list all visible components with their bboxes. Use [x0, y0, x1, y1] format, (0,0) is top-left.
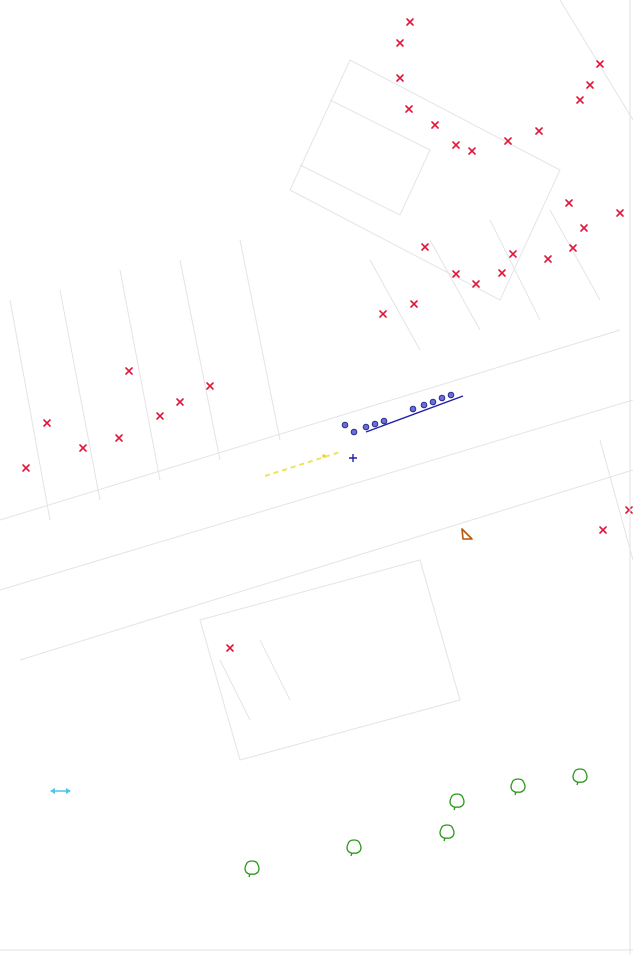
tree-symbol-icon — [346, 839, 362, 857]
linework-row-left — [9, 239, 281, 521]
blue-circle-marker-icon — [438, 394, 446, 402]
x-marker-icon — [576, 96, 584, 104]
linework-building-upper-inner — [299, 99, 431, 216]
x-marker-icon — [544, 255, 552, 263]
x-marker-icon — [125, 367, 133, 375]
red-cross-markers — [22, 18, 633, 652]
x-marker-icon — [396, 39, 404, 47]
tree-symbol-icon — [449, 793, 465, 811]
x-marker-icon — [535, 127, 543, 135]
blue-circle-marker-icon — [371, 420, 379, 428]
yellow-dashed-line — [264, 451, 341, 477]
x-marker-icon — [431, 121, 439, 129]
x-marker-icon — [569, 244, 577, 252]
background-linework — [0, 0, 633, 761]
x-marker-icon — [421, 243, 429, 251]
double-arrow-icon — [50, 788, 71, 794]
x-marker-icon — [226, 644, 234, 652]
x-marker-icon — [156, 412, 164, 420]
blue-line — [365, 395, 464, 433]
x-marker-icon — [452, 141, 460, 149]
x-marker-icon — [599, 526, 607, 534]
linework-road-1 — [0, 329, 621, 521]
x-marker-icon — [452, 270, 460, 278]
blue-line-feature — [341, 391, 464, 462]
x-marker-icon — [22, 464, 30, 472]
x-marker-icon — [79, 444, 87, 452]
x-marker-icon — [176, 398, 184, 406]
linework-road-3 — [19, 469, 633, 661]
x-marker-icon — [509, 250, 517, 258]
x-marker-icon — [596, 60, 604, 68]
x-marker-icon — [565, 199, 573, 207]
x-marker-icon — [468, 147, 476, 155]
linework-right-edge — [559, 0, 633, 561]
plus-marker-icon — [349, 454, 357, 462]
x-marker-icon — [206, 382, 214, 390]
linework-lower-block — [199, 559, 461, 761]
x-marker-icon — [379, 310, 387, 318]
x-marker-icon — [498, 269, 506, 277]
linework-lower-inner — [219, 639, 291, 721]
triangle-marker-icon — [461, 528, 473, 540]
yellow-line-feature — [264, 451, 341, 477]
arrow-head-left — [50, 788, 55, 794]
yellow-dot — [322, 454, 326, 458]
blue-circle-marker-icon — [380, 417, 388, 425]
tree-symbol-icon — [510, 778, 526, 796]
linework-building-upper — [289, 59, 561, 301]
x-marker-icon — [43, 419, 51, 427]
x-marker-icon — [616, 209, 624, 217]
blue-circle-marker-icon — [362, 423, 370, 431]
tree-symbol-icon — [572, 768, 588, 786]
x-marker-icon — [580, 224, 588, 232]
tree-symbols — [244, 768, 588, 878]
x-marker-icon — [586, 81, 594, 89]
x-marker-icon — [504, 137, 512, 145]
blue-circle-marker-icon — [420, 401, 428, 409]
blue-circle-marker-icon — [429, 398, 437, 406]
blue-circle-marker-icon — [341, 421, 349, 429]
arrow-head-right — [66, 788, 71, 794]
x-marker-icon — [410, 300, 418, 308]
x-marker-icon — [405, 105, 413, 113]
x-marker-icon — [396, 74, 404, 82]
tree-symbol-icon — [439, 824, 455, 842]
linework-row-right — [369, 209, 601, 351]
x-marker-icon — [472, 280, 480, 288]
x-marker-icon — [625, 506, 633, 514]
blue-circle-marker-icon — [447, 391, 455, 399]
linework-road-2 — [0, 399, 633, 591]
blue-circle-marker-icon — [350, 428, 358, 436]
tree-symbol-icon — [244, 860, 260, 878]
x-marker-icon — [406, 18, 414, 26]
blue-circle-marker-icon — [409, 405, 417, 413]
x-marker-icon — [115, 434, 123, 442]
